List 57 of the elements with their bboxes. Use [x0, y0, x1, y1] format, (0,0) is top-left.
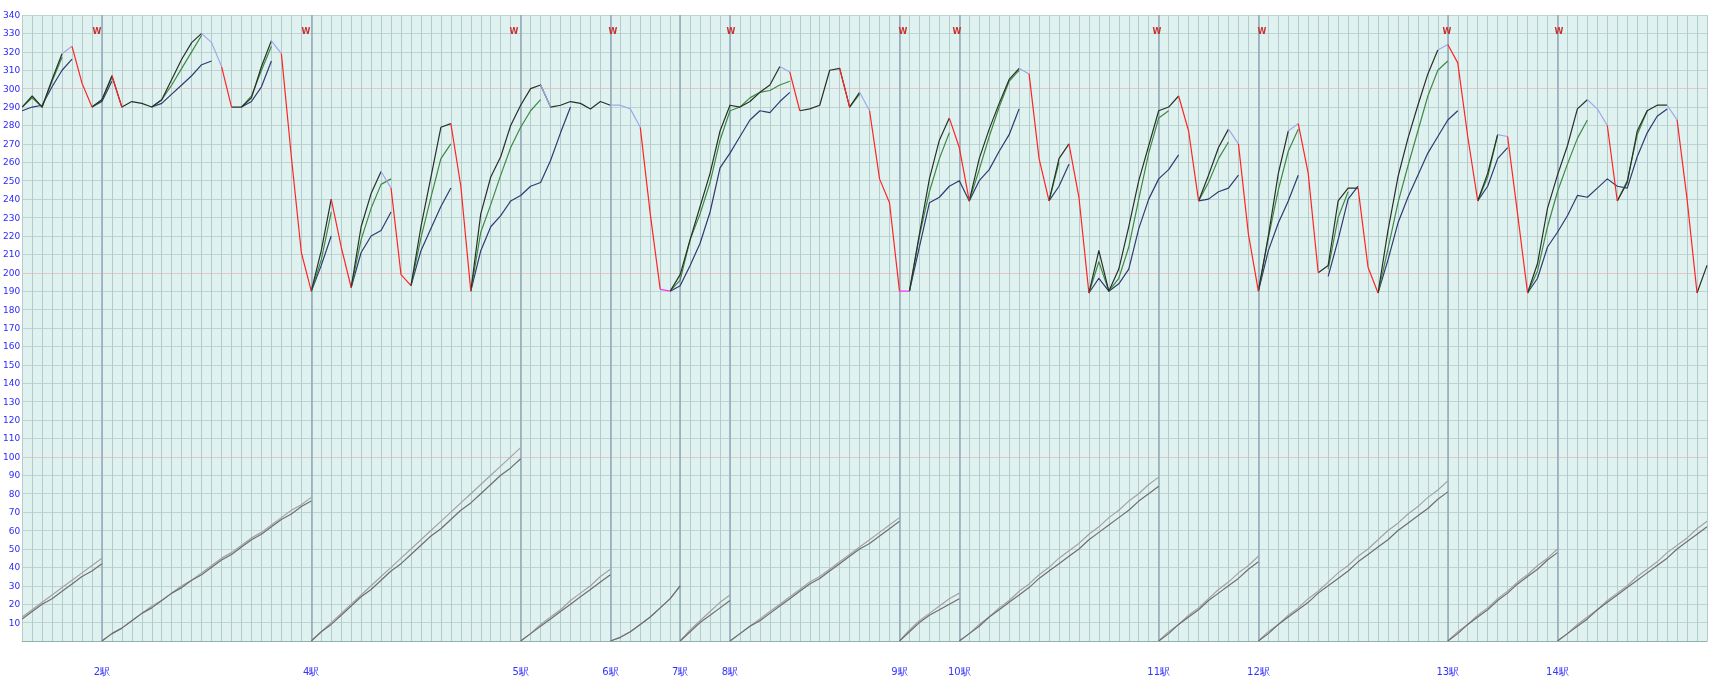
- y-tick-label: 230: [2, 212, 21, 223]
- annotation: W: [608, 26, 618, 36]
- y-tick-label: 150: [2, 359, 21, 370]
- y-tick-label: 310: [2, 65, 21, 76]
- y-tick-label: 190: [2, 286, 21, 297]
- annotation: W: [92, 26, 102, 36]
- x-tick-label: 9駅: [891, 665, 908, 677]
- annotation: W: [952, 26, 962, 36]
- x-tick-label: 14駅: [1546, 665, 1569, 677]
- y-tick-label: 200: [2, 267, 21, 278]
- y-tick-label: 280: [2, 120, 21, 131]
- y-tick-label: 290: [2, 102, 21, 113]
- y-tick-label: 120: [2, 415, 21, 426]
- y-tick-label: 140: [2, 378, 21, 389]
- y-tick-label: 170: [2, 323, 21, 333]
- annotation: W: [1152, 26, 1162, 36]
- y-tick-label: 300: [2, 83, 21, 94]
- y-tick-label: 160: [2, 341, 21, 352]
- y-tick-label: 60: [8, 525, 21, 536]
- x-tick-label: 5駅: [512, 665, 529, 677]
- x-tick-label: 7駅: [671, 665, 689, 677]
- annotation: W: [301, 26, 311, 36]
- y-tick-label: 180: [2, 304, 21, 315]
- y-tick-label: 80: [8, 488, 21, 499]
- x-tick-label: 11駅: [1147, 665, 1171, 677]
- y-tick-label: 70: [8, 507, 21, 518]
- y-tick-label: 30: [8, 580, 21, 591]
- x-tick-label: 2駅: [93, 665, 111, 677]
- y-tick-label: 130: [2, 396, 21, 407]
- y-tick-label: 220: [2, 230, 21, 241]
- x-tick-label: 10駅: [947, 665, 971, 677]
- y-tick-label: 10: [8, 617, 21, 628]
- x-tick-label: 12駅: [1247, 665, 1270, 677]
- annotation: W: [1442, 26, 1452, 36]
- x-tick-label: 8駅: [721, 665, 739, 677]
- y-tick-label: 100: [2, 451, 21, 462]
- y-tick-label: 40: [8, 562, 21, 573]
- y-tick-label: 210: [2, 249, 21, 260]
- y-tick-label: 320: [2, 46, 21, 57]
- y-tick-label: 110: [2, 433, 21, 444]
- annotation: W: [726, 26, 736, 36]
- y-tick-label: 20: [8, 599, 21, 610]
- y-tick-label: 330: [2, 28, 21, 39]
- x-tick-label: 13駅: [1436, 665, 1460, 677]
- y-tick-label: 270: [2, 138, 21, 149]
- y-tick-label: 90: [8, 470, 21, 481]
- x-tick-label: 6駅: [602, 665, 619, 677]
- y-tick-label: 240: [2, 194, 21, 205]
- x-tick-label: 4駅: [303, 665, 320, 677]
- y-tick-label: 260: [2, 157, 21, 168]
- y-tick-label: 340: [2, 10, 21, 20]
- annotation: W: [1257, 26, 1267, 36]
- y-tick-label: 250: [2, 175, 21, 186]
- annotation: W: [509, 26, 519, 36]
- y-tick-label: 50: [8, 543, 21, 554]
- annotation: W: [898, 26, 908, 36]
- annotation: W: [1554, 26, 1564, 36]
